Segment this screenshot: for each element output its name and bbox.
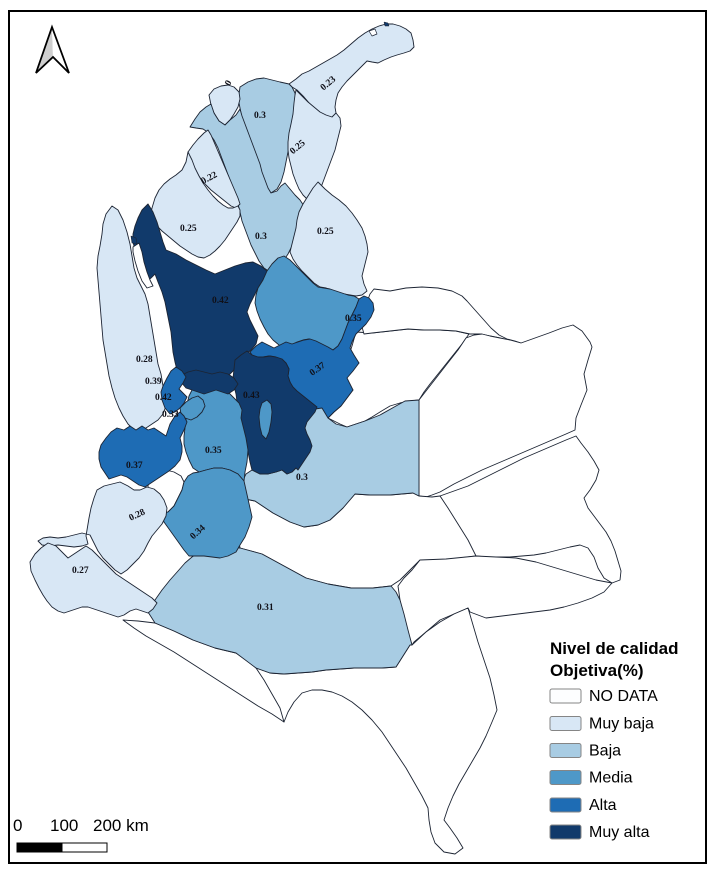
svg-text:0.27: 0.27 [72,566,89,576]
svg-text:0.35: 0.35 [205,446,222,456]
svg-text:0.3: 0.3 [255,232,267,242]
svg-text:Baja: Baja [589,743,621,760]
svg-text:Alta: Alta [589,797,617,814]
svg-text:0.3: 0.3 [296,473,308,483]
svg-text:Media: Media [589,770,633,787]
svg-text:Nivel de calidad: Nivel de calidad [550,639,679,658]
svg-text:0.42: 0.42 [212,296,229,306]
svg-text:0.31: 0.31 [257,603,274,613]
svg-text:0.25: 0.25 [317,227,334,237]
svg-text:0.42: 0.42 [155,393,172,403]
svg-text:0: 0 [223,79,234,88]
svg-text:0.25: 0.25 [180,224,197,234]
svg-text:0.39: 0.39 [145,377,162,387]
svg-text:0: 0 [13,816,22,835]
svg-text:0.3: 0.3 [254,111,266,121]
svg-text:0.35: 0.35 [345,314,362,324]
svg-text:0.28: 0.28 [136,355,153,365]
svg-text:200 km: 200 km [93,816,149,835]
svg-text:0.37: 0.37 [126,461,143,471]
svg-text:0.43: 0.43 [243,391,260,401]
svg-text:Muy alta: Muy alta [589,824,650,841]
svg-text:100: 100 [50,816,78,835]
svg-text:0.33: 0.33 [162,410,179,420]
svg-text:NO DATA: NO DATA [589,688,658,705]
svg-text:Objetiva(%): Objetiva(%) [550,661,644,680]
svg-text:Muy baja: Muy baja [589,716,654,733]
